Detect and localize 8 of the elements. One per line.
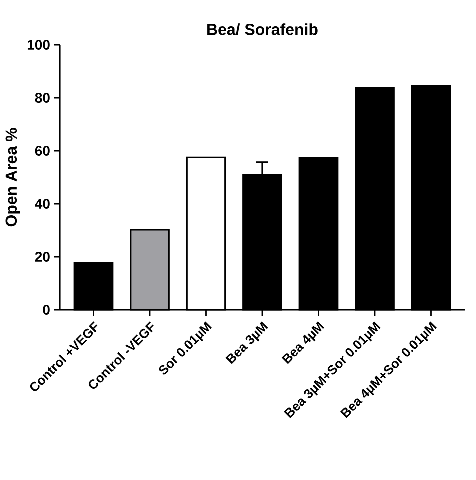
y-tick-label: 40 xyxy=(35,199,50,209)
y-tick-label: 0 xyxy=(43,305,50,315)
y-tick-label: 80 xyxy=(35,93,50,103)
chart-title: Bea/ Sorafenib xyxy=(208,24,318,36)
y-tick-label: 60 xyxy=(35,146,50,156)
y-tick-label: 100 xyxy=(28,40,50,50)
y-axis-title: Open Area % xyxy=(6,128,20,227)
y-tick-label: 20 xyxy=(35,252,50,262)
